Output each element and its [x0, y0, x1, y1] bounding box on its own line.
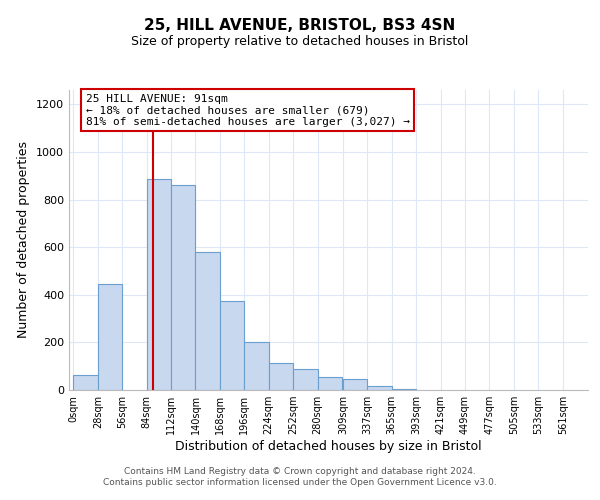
Bar: [343, 380, 367, 390]
Text: Contains public sector information licensed under the Open Government Licence v3: Contains public sector information licen…: [103, 478, 497, 487]
Y-axis label: Number of detached properties: Number of detached properties: [17, 142, 31, 338]
Bar: [269, 362, 293, 390]
Bar: [317, 377, 342, 390]
Bar: [293, 368, 317, 390]
Bar: [367, 386, 392, 390]
Text: 25, HILL AVENUE, BRISTOL, BS3 4SN: 25, HILL AVENUE, BRISTOL, BS3 4SN: [145, 18, 455, 32]
Text: Contains HM Land Registry data © Crown copyright and database right 2024.: Contains HM Land Registry data © Crown c…: [124, 467, 476, 476]
Bar: [146, 180, 171, 390]
Bar: [73, 374, 98, 390]
Bar: [196, 252, 220, 390]
Bar: [392, 389, 416, 390]
X-axis label: Distribution of detached houses by size in Bristol: Distribution of detached houses by size …: [175, 440, 482, 453]
Text: Size of property relative to detached houses in Bristol: Size of property relative to detached ho…: [131, 35, 469, 48]
Text: 25 HILL AVENUE: 91sqm
← 18% of detached houses are smaller (679)
81% of semi-det: 25 HILL AVENUE: 91sqm ← 18% of detached …: [86, 94, 410, 127]
Bar: [171, 185, 196, 390]
Bar: [244, 342, 269, 390]
Bar: [220, 300, 244, 390]
Bar: [98, 284, 122, 390]
